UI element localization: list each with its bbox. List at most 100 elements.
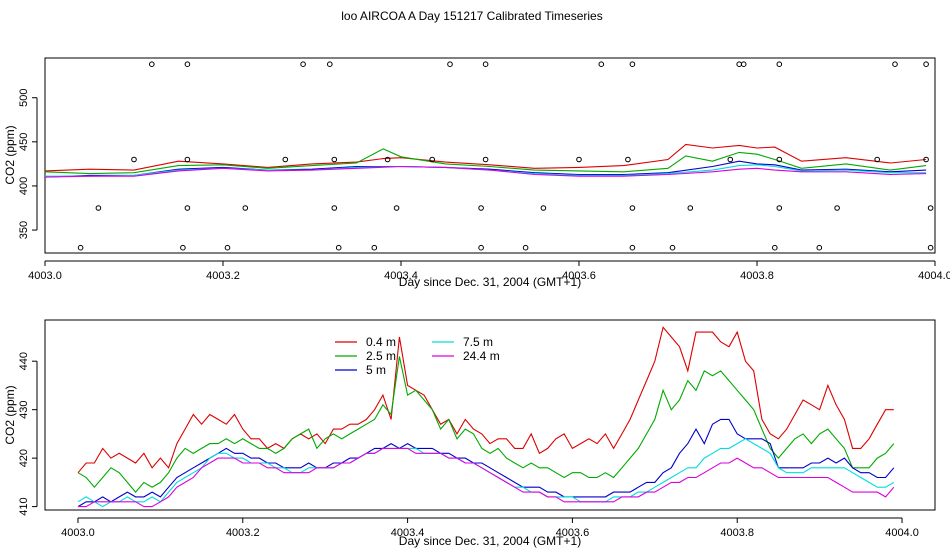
top-marker-point	[625, 156, 631, 163]
bottom-series-line-2-5-m	[77, 356, 895, 493]
top-marker-point	[300, 61, 306, 67]
top-x-tick-label: 4003.8	[740, 270, 774, 282]
bottom-x-tick-label: 4003.4	[391, 527, 425, 539]
top-marker-point	[184, 156, 191, 163]
top-marker-point	[242, 205, 249, 211]
bottom-x-tick-label: 4003.6	[556, 527, 590, 539]
top-x-tick-label: 4004.0	[918, 270, 950, 282]
bottom-x-axis: 4003.0 4003.2 4003.4 4003.6 4003.8 4004.0	[61, 517, 919, 539]
top-marker-point	[629, 244, 636, 251]
top-marker-point	[927, 205, 934, 211]
top-y-tick-label: 400	[18, 177, 30, 195]
top-marker-point	[393, 205, 400, 211]
bottom-series-group	[77, 326, 895, 508]
top-marker-point	[131, 156, 137, 163]
top-marker-point	[371, 244, 378, 251]
top-marker-point	[892, 61, 898, 67]
bottom-x-tick-label: 4004.0	[885, 527, 919, 539]
top-marker-point	[224, 244, 231, 251]
top-x-axis-label: Day since Dec. 31, 2004 (GMT+1)	[399, 275, 581, 289]
top-y-tick-label: 350	[18, 221, 30, 239]
legend-label-5-m: 5 m	[366, 363, 386, 377]
page-title: loo AIRCOA A Day 151217 Calibrated Times…	[341, 9, 602, 23]
top-plot-frame	[44, 57, 936, 254]
bottom-y-tick-label: 410	[18, 497, 30, 515]
bottom-y-axis: 410 420 430 440	[18, 352, 38, 516]
top-marker-point	[77, 244, 84, 251]
top-marker-point	[522, 244, 529, 251]
top-marker-point	[282, 156, 289, 163]
top-marker-point	[95, 205, 102, 211]
top-y-tick-label: 500	[18, 89, 30, 107]
bottom-x-tick-label: 4003.2	[226, 527, 260, 539]
top-marker-point	[331, 205, 338, 211]
bottom-x-axis-label: Day since Dec. 31, 2004 (GMT+1)	[399, 534, 581, 548]
top-marker-point	[478, 244, 484, 251]
top-marker-point	[184, 61, 191, 67]
top-marker-point	[327, 61, 333, 67]
top-x-tick-label: 4003.4	[384, 270, 418, 282]
legend-label-0-4-m: 0.4 m	[366, 335, 396, 349]
bottom-plot-frame	[44, 319, 936, 511]
bottom-panel: 4003.0 4003.2 4003.4 4003.6 4003.8 4004.0 410…	[3, 319, 936, 548]
top-marker-point	[923, 61, 929, 67]
top-marker-point	[447, 61, 453, 67]
top-marker-group	[77, 61, 934, 251]
top-marker-point	[740, 61, 747, 67]
bottom-series-line-0-4-m	[77, 326, 894, 474]
legend: 0.4 m2.5 m5 m 7.5 m24.4 m	[335, 335, 500, 377]
top-marker-point	[335, 244, 342, 251]
top-y-axis-label: CO2 (ppm)	[3, 125, 17, 184]
top-marker-point	[772, 244, 778, 251]
top-series-line-2-5-m	[44, 148, 927, 175]
top-marker-point	[482, 61, 489, 67]
top-panel: 4003.0 4003.2 4003.4 4003.6 4003.8 4004.0 350…	[3, 57, 950, 289]
top-x-tick-label: 4003.2	[206, 270, 240, 282]
bottom-series-line-5-m	[77, 418, 895, 508]
bottom-series-line-24-4-m	[78, 447, 895, 508]
bottom-x-tick-label: 4003.8	[720, 527, 754, 539]
top-series-line-0-4-m	[44, 143, 927, 172]
top-x-axis: 4003.0 4003.2 4003.4 4003.6 4003.8 4004.0	[28, 260, 950, 282]
top-series-line-5-m	[44, 160, 927, 178]
top-marker-point	[816, 244, 823, 251]
top-marker-point	[629, 205, 636, 211]
top-marker-point	[149, 61, 155, 67]
top-marker-point	[834, 205, 840, 211]
top-marker-point	[429, 156, 436, 163]
bottom-x-tick-label: 4003.0	[61, 527, 95, 539]
top-marker-point	[874, 156, 881, 163]
legend-label-2-5-m: 2.5 m	[366, 349, 396, 363]
top-marker-point	[629, 61, 636, 67]
top-x-tick-label: 4003.6	[562, 270, 596, 282]
top-marker-point	[180, 244, 186, 251]
legend-label-24-4-m: 24.4 m	[463, 349, 500, 363]
bottom-y-tick-label: 440	[18, 352, 30, 370]
top-marker-point	[727, 156, 734, 163]
top-marker-point	[540, 205, 547, 211]
bottom-y-tick-label: 430	[18, 400, 30, 418]
top-x-tick-label: 4003.0	[28, 270, 62, 282]
top-series-group	[44, 143, 927, 178]
top-marker-point	[776, 156, 783, 163]
top-marker-point	[927, 244, 934, 251]
top-marker-point	[384, 156, 391, 163]
top-marker-point	[184, 205, 191, 211]
top-marker-point	[776, 205, 783, 211]
top-marker-point	[482, 156, 489, 163]
top-marker-point	[598, 61, 605, 67]
top-marker-point	[923, 156, 929, 163]
top-series-line-24-4-m	[44, 165, 927, 178]
top-marker-point	[669, 244, 676, 251]
bottom-y-axis-label: CO2 (ppm)	[3, 385, 17, 444]
bottom-y-tick-label: 420	[18, 449, 30, 467]
top-marker-point	[331, 156, 338, 163]
top-marker-point	[576, 156, 582, 163]
top-marker-point	[687, 205, 694, 211]
legend-label-7-5-m: 7.5 m	[463, 335, 493, 349]
top-marker-point	[478, 205, 484, 211]
top-y-tick-label: 450	[18, 133, 30, 151]
top-y-axis: 350 400 450 500	[18, 89, 38, 239]
top-marker-point	[776, 61, 783, 67]
